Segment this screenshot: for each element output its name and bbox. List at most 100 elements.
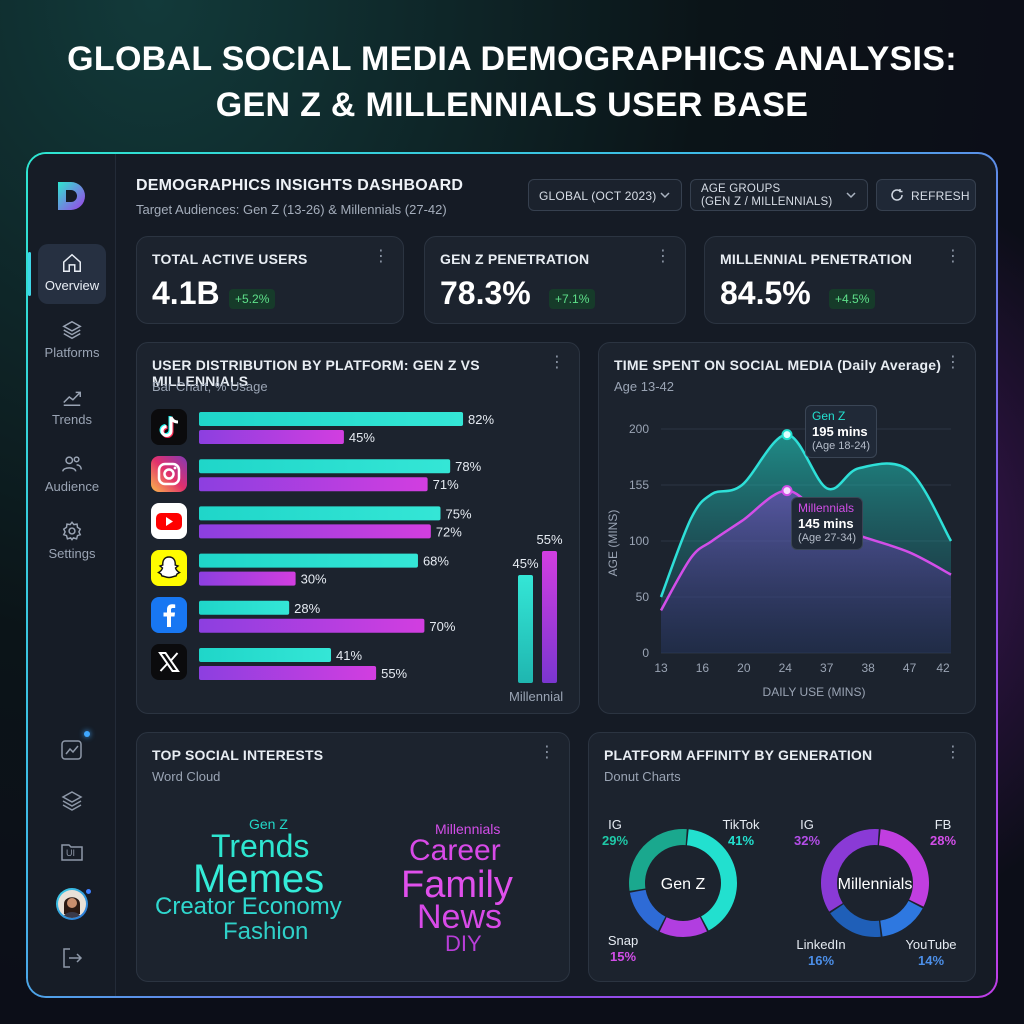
page-title-line-2: GEN Z & MILLENNIALS USER BASE (215, 86, 809, 124)
sidebar-item-trends[interactable]: Trends (38, 378, 106, 438)
tooltip-series: Gen Z (812, 409, 846, 423)
chart-subtitle: Age 13-42 (614, 379, 674, 394)
logout-icon[interactable] (58, 944, 86, 972)
bar-millennial-snapchat[interactable] (199, 571, 296, 586)
x-tick-label: 24 (779, 661, 793, 675)
x-tick-label: 38 (861, 661, 875, 675)
region-select[interactable]: GLOBAL (OCT 2023) (528, 179, 682, 211)
mini-bar-0[interactable] (518, 575, 533, 683)
y-tick-label: 100 (629, 534, 649, 548)
bar-millennial-instagram[interactable] (199, 477, 428, 492)
bar-genz-tiktok[interactable] (199, 412, 464, 426)
donut-slice-pct: 41% (728, 833, 754, 848)
main-content: DEMOGRAPHICS INSIGHTS DASHBOARD Target A… (116, 154, 996, 996)
sidebar-item-audience[interactable]: Audience (38, 445, 106, 505)
tooltip-value: 195 mins (812, 424, 868, 439)
kpi-label: GEN Z PENETRATION (440, 251, 590, 267)
ui-badge-label: UI (66, 848, 75, 858)
instagram-icon[interactable] (151, 456, 187, 492)
tiktok-icon[interactable] (151, 409, 187, 445)
app-logo-icon[interactable] (54, 178, 90, 214)
donut-slice-label: FB (935, 817, 952, 832)
youtube-icon[interactable] (151, 503, 187, 539)
more-options-icon[interactable]: ⋮ (945, 248, 961, 265)
more-options-icon[interactable]: ⋮ (373, 248, 389, 265)
more-options-icon[interactable]: ⋮ (945, 354, 961, 371)
kpi-label: MILLENNIAL PENETRATION (720, 251, 913, 267)
chart-title: USER DISTRIBUTION BY PLATFORM: GEN Z VS … (152, 357, 480, 389)
genz-peak-point[interactable] (781, 429, 793, 441)
stack-icon[interactable] (58, 787, 86, 815)
x-icon[interactable] (151, 644, 187, 680)
bar-label-genz: 82% (468, 412, 494, 427)
bar-genz-instagram[interactable] (199, 459, 451, 474)
snapchat-icon[interactable] (151, 550, 187, 586)
y-tick-label: 0 (642, 646, 649, 660)
donut-slice-snap[interactable] (659, 917, 708, 937)
x-tick-label: 13 (654, 661, 668, 675)
sidebar-item-platforms[interactable]: Platforms (38, 311, 106, 371)
mini-bar-1[interactable] (542, 551, 557, 683)
more-options-icon[interactable]: ⋮ (539, 744, 555, 761)
more-options-icon[interactable]: ⋮ (655, 248, 671, 265)
age-groups-select[interactable]: AGE GROUPS (GEN Z / MILLENNIALS) (690, 179, 868, 211)
age-groups-line-2: (GEN Z / MILLENNIALS) (701, 196, 833, 208)
gear-icon (62, 521, 82, 541)
donut-slice-pct: 15% (610, 949, 636, 964)
ui-folder-icon[interactable]: UI (58, 838, 86, 866)
sidebar-item-settings[interactable]: Settings (38, 512, 106, 572)
avatar[interactable] (56, 888, 88, 920)
analytics-icon[interactable] (58, 736, 86, 764)
more-options-icon[interactable]: ⋮ (549, 354, 565, 371)
bar-millennial-youtube[interactable] (199, 524, 431, 539)
donut-slice-linkedin[interactable] (830, 904, 881, 937)
donut-slice-ig[interactable] (629, 829, 687, 891)
y-axis-label: AGE (MINS) (606, 510, 620, 577)
bar-label-millennial: 71% (433, 477, 459, 492)
y-tick-label: 200 (629, 422, 649, 436)
facebook-icon[interactable] (151, 597, 187, 633)
bar-label-millennial: 30% (301, 572, 327, 587)
donut-slice-ig[interactable] (821, 829, 879, 912)
refresh-button[interactable]: REFRESH (876, 179, 976, 211)
time-spent-area-chart: 0 50 100 155 200 13 16 20 24 37 38 47 42 DAILY USE (M… (606, 422, 953, 699)
kpi-change-badge: +5.2% (229, 289, 276, 309)
millennial-peak-point[interactable] (781, 485, 793, 497)
bar-label-millennial: 45% (349, 430, 375, 445)
donut-slice-tiktok[interactable] (686, 829, 737, 931)
tooltip-series: Millennials (798, 501, 855, 515)
word-cloud-millennials-heading: Millennials (435, 821, 501, 837)
refresh-icon (891, 189, 903, 201)
more-options-icon[interactable]: ⋮ (945, 744, 961, 761)
donut-slice-other[interactable] (629, 889, 666, 931)
donut-slice-pct: 32% (794, 833, 820, 848)
bar-millennial-tiktok[interactable] (199, 430, 344, 444)
x-tick-label: 42 (936, 661, 950, 675)
age-groups-line-1: AGE GROUPS (701, 183, 781, 195)
word-cloud-word: Creator Economy (155, 893, 342, 920)
bar-genz-x[interactable] (199, 648, 332, 662)
x-axis-label: DAILY USE (MINS) (763, 685, 866, 699)
sidebar-item-label: Trends (52, 412, 92, 427)
platform-bar-chart: 82% 45% 78% 71% 75% 72% 68% 30% 28% 70% 41% 55% 45% 5… (199, 412, 563, 683)
bar-genz-youtube[interactable] (199, 506, 441, 521)
kpi-card-total-users: TOTAL ACTIVE USERS ⋮ 4.1B +5.2% (136, 236, 404, 324)
sidebar-item-overview[interactable]: Overview (28, 244, 106, 304)
bar-genz-facebook[interactable] (199, 600, 290, 615)
donut-slice-fb[interactable] (878, 829, 929, 907)
bar-genz-snapchat[interactable] (199, 553, 418, 568)
word-cloud-word: Family (401, 864, 513, 906)
bar-millennial-x[interactable] (199, 666, 377, 680)
kpi-card-genz-penetration: GEN Z PENETRATION ⋮ 78.3% +7.1% (424, 236, 686, 324)
donut-center-label: Millennials (838, 876, 913, 893)
kpi-change-badge: +7.1% (549, 289, 596, 309)
platform-icons (151, 409, 187, 689)
kpi-change-badge: +4.5% (829, 289, 876, 309)
bar-millennial-facebook[interactable] (199, 618, 425, 633)
donut-slice-pct: 14% (918, 953, 944, 968)
platform-affinity-card: PLATFORM AFFINITY BY GENERATION ⋮ Donut … (588, 732, 976, 982)
donut-slice-label: IG (800, 817, 814, 832)
word-cloud-word: Fashion (223, 918, 309, 945)
age-groups-select-value: AGE GROUPS (GEN Z / MILLENNIALS) (701, 183, 832, 209)
donut-slice-youtube[interactable] (880, 900, 923, 937)
